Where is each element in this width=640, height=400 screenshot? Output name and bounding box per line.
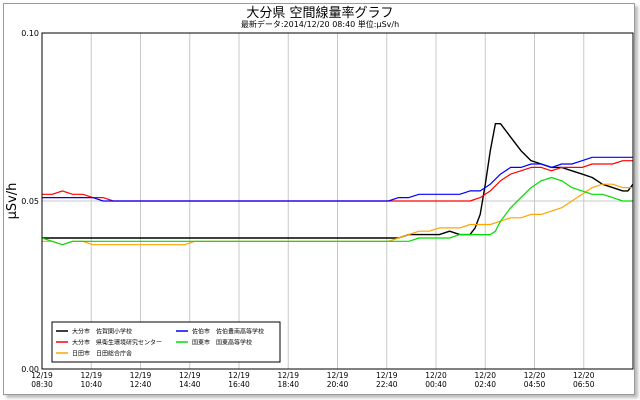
x-tick-date: 12/19 xyxy=(376,371,398,380)
x-tick-date: 12/19 xyxy=(80,371,102,380)
series-line xyxy=(41,176,633,246)
x-tick-date: 12/19 xyxy=(228,371,250,380)
legend-item: 大分市 佐賀関小学校 xyxy=(56,328,132,336)
legend-label: 日田市 日田総合庁舎 xyxy=(72,350,132,358)
legend-label: 佐伯市 佐伯豊南高等学校 xyxy=(192,328,264,336)
chart-subtitle: 最新データ:2014/12/20 08:40 単位:μSv/h xyxy=(240,20,400,29)
chart-title: 大分県 空間線量率グラフ xyxy=(246,6,394,21)
x-tick-time: 16:40 xyxy=(228,380,250,389)
legend-label: 国東市 国東高等学校 xyxy=(192,339,252,347)
y-axis-label: μSv/h xyxy=(5,183,20,220)
x-tick-date: 12/19 xyxy=(130,371,152,380)
series-line xyxy=(42,156,633,202)
y-tick-label: 0.10 xyxy=(21,29,39,38)
x-tick-date: 12/19 xyxy=(277,371,299,380)
x-tick-time: 04:50 xyxy=(524,380,546,389)
x-tick-labels: 12/1908:3012/1910:4012/1912:4012/1914:40… xyxy=(31,371,595,389)
legend-label: 大分市 佐賀関小学校 xyxy=(72,328,132,336)
x-tick-date: 12/20 xyxy=(425,371,447,380)
x-tick-time: 12:40 xyxy=(130,380,152,389)
x-tick-time: 10:40 xyxy=(80,380,102,389)
legend-item: 大分市 県衛生環境研究センター xyxy=(56,339,162,347)
x-tick-time: 06:50 xyxy=(573,380,595,389)
legend-item: 国東市 国東高等学校 xyxy=(176,339,252,347)
y-tick-label: 0.00 xyxy=(21,365,39,374)
x-tick-time: 00:40 xyxy=(425,380,447,389)
series-line xyxy=(42,123,634,239)
x-tick-date: 12/19 xyxy=(179,371,201,380)
y-tick-label: 0.05 xyxy=(21,197,39,206)
legend-item: 日田市 日田総合庁舎 xyxy=(56,350,132,358)
series-lines xyxy=(41,123,634,246)
y-tick-labels: 0.00 0.05 0.10 xyxy=(21,29,39,374)
plot-border xyxy=(41,32,634,370)
legend-label: 大分市 県衛生環境研究センター xyxy=(72,339,162,347)
x-tick-time: 14:40 xyxy=(179,380,201,389)
x-tick-time: 20:40 xyxy=(327,380,349,389)
x-tick-time: 08:30 xyxy=(31,380,53,389)
x-tick-date: 12/20 xyxy=(524,371,546,380)
x-tick-time: 22:40 xyxy=(376,380,398,389)
x-tick-date: 12/20 xyxy=(474,371,496,380)
x-tick-date: 12/19 xyxy=(31,371,53,380)
legend-item: 佐伯市 佐伯豊南高等学校 xyxy=(176,328,264,336)
x-tick-date: 12/19 xyxy=(327,371,349,380)
x-tick-time: 18:40 xyxy=(277,380,299,389)
x-tick-date: 12/20 xyxy=(573,371,595,380)
x-tick-time: 02:40 xyxy=(474,380,496,389)
legend-box xyxy=(51,321,281,363)
